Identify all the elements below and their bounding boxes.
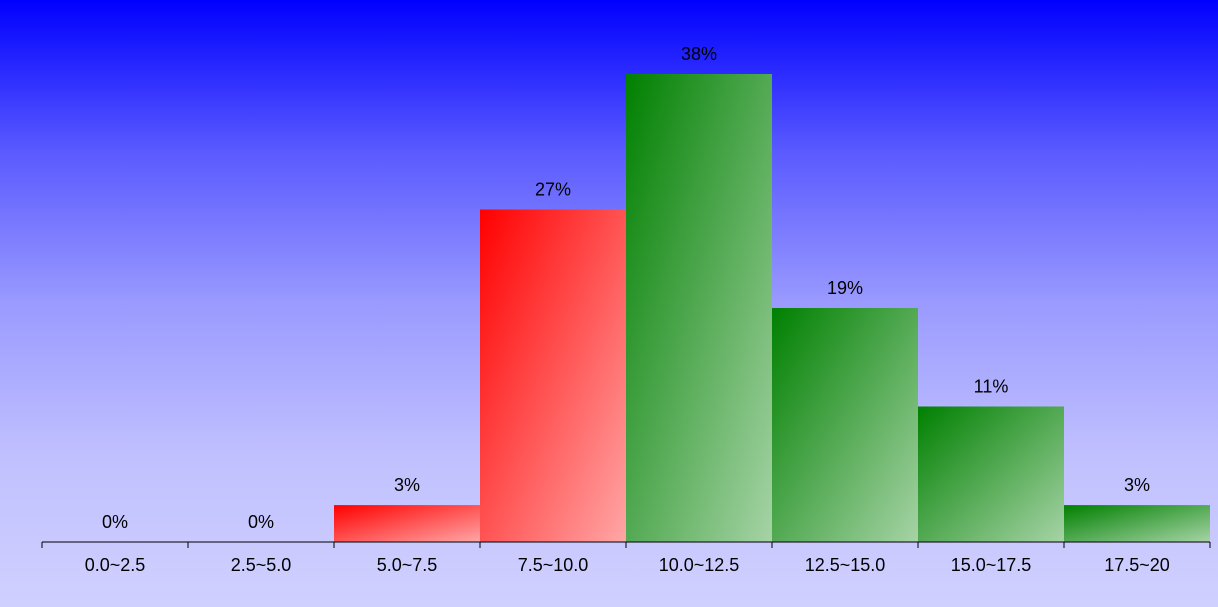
- x-tick-label: 15.0~17.5: [951, 555, 1032, 575]
- data-label: 0%: [102, 512, 128, 532]
- data-label: 19%: [827, 278, 863, 298]
- x-tick-label: 5.0~7.5: [377, 555, 438, 575]
- x-tick-label: 10.0~12.5: [659, 555, 740, 575]
- bar-10.0~12.5: [626, 74, 772, 542]
- bar-7.5~10.0: [480, 209, 626, 542]
- data-label: 3%: [1124, 475, 1150, 495]
- data-label: 27%: [535, 180, 571, 200]
- x-tick-label: 0.0~2.5: [85, 555, 146, 575]
- data-label: 11%: [974, 377, 1009, 397]
- bar-15.0~17.5: [918, 406, 1064, 542]
- data-label: 3%: [394, 475, 420, 495]
- x-tick-label: 7.5~10.0: [518, 555, 589, 575]
- data-label: 0%: [248, 512, 274, 532]
- data-labels-layer: 0% 0% 3% 27% 38% 19% 11% 3%: [102, 44, 1150, 532]
- bar-12.5~15.0: [772, 308, 918, 542]
- data-label: 38%: [681, 44, 717, 64]
- bar-17.5~20: [1064, 505, 1210, 542]
- x-tick-label: 12.5~15.0: [805, 555, 886, 575]
- bar-5.0~7.5: [334, 505, 480, 542]
- x-axis: 0.0~2.5 2.5~5.0 5.0~7.5 7.5~10.0 10.0~12.5 12…: [41, 541, 1211, 575]
- x-tick-label: 17.5~20: [1104, 555, 1170, 575]
- bars-layer: [334, 74, 1210, 542]
- x-tick-label: 2.5~5.0: [231, 555, 292, 575]
